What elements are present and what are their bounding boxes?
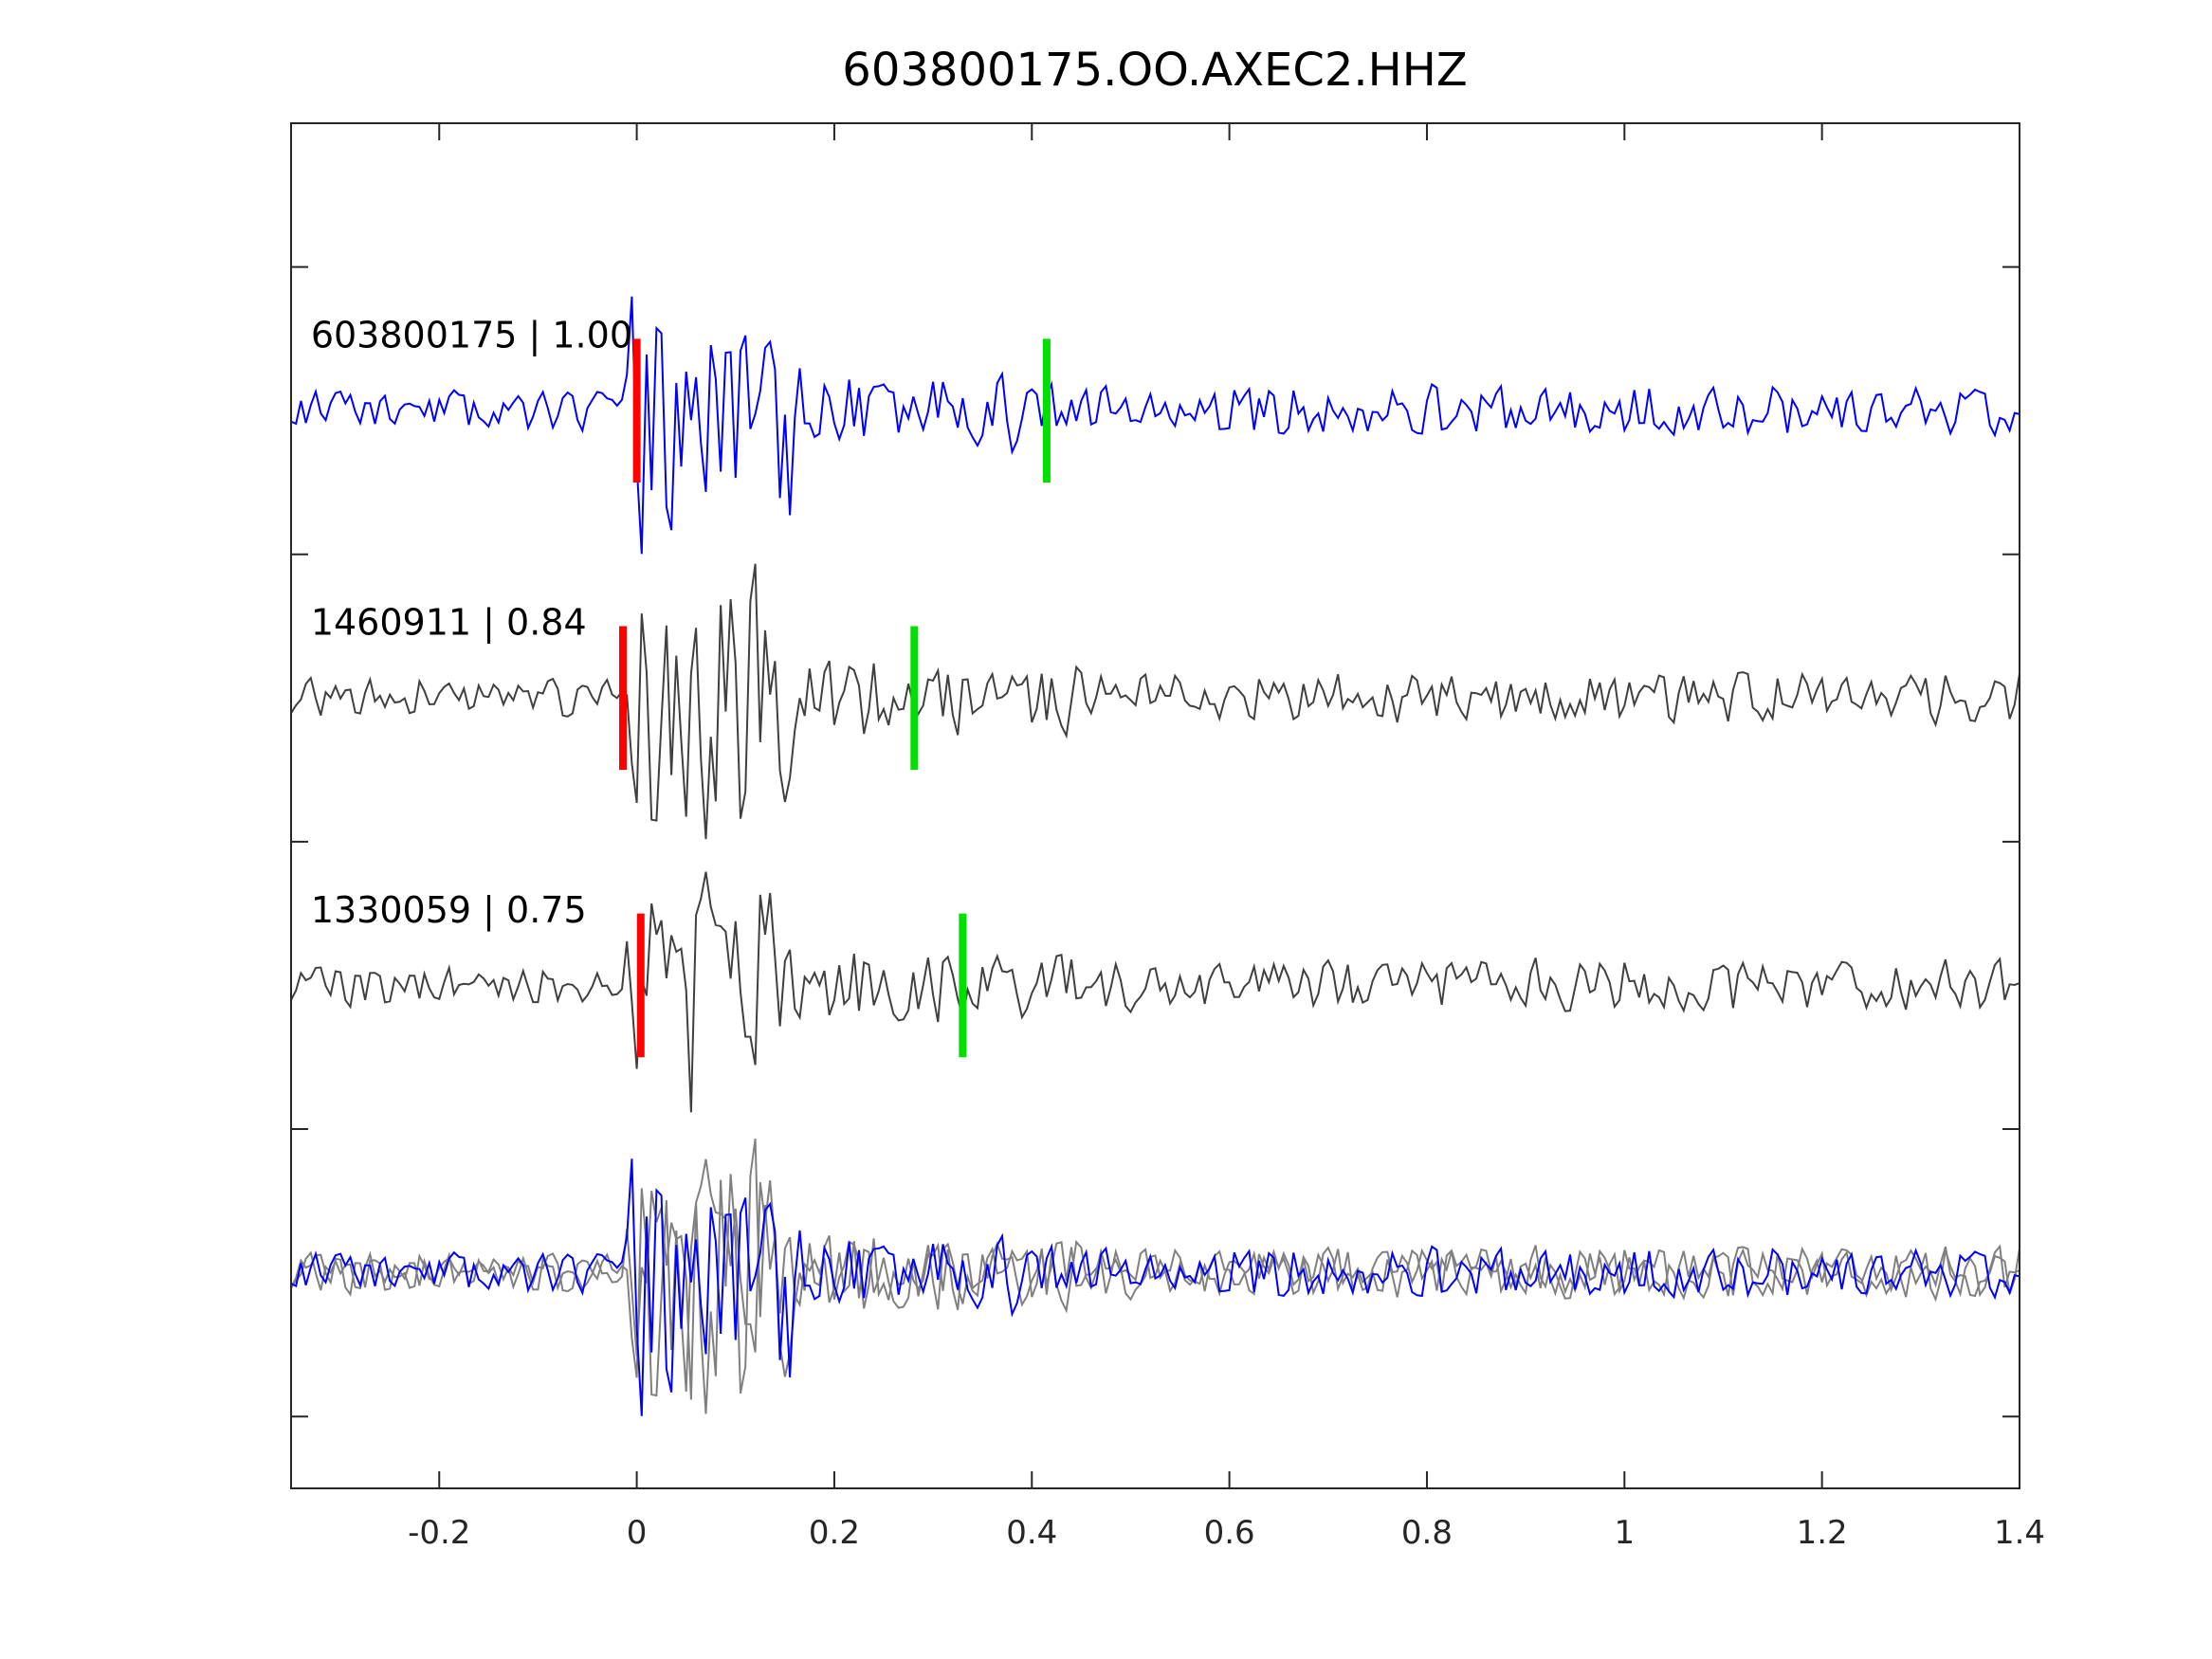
trace-1330059: [290, 871, 2020, 1113]
trace-label: 1460911 | 0.84: [311, 602, 587, 645]
overlay-trace-603800175: [290, 1158, 2020, 1416]
chart-title: 603800175.OO.AXEC2.HHZ: [842, 44, 1467, 97]
traces-layer: [290, 296, 2020, 1416]
picks-layer: [619, 338, 1051, 1058]
x-tick-label: 1: [1614, 1514, 1635, 1552]
trace-label: 1330059 | 0.75: [311, 889, 587, 932]
x-tick-label: -0.2: [408, 1514, 470, 1552]
trace-1460911: [290, 563, 2020, 840]
axis-ticks: -0.2 0 0.2 0.4 0.6 0.8 1 1.2 1.4: [291, 123, 2045, 1552]
overlay-trace-1330059: [290, 1158, 2020, 1400]
trace-labels: 603800175 | 1.00 1460911 | 0.84 1330059 | …: [311, 314, 632, 931]
x-tick-label: 0.2: [809, 1514, 860, 1552]
x-tick-label: 1.2: [1797, 1514, 1848, 1552]
x-tick-label: 0.6: [1204, 1514, 1255, 1552]
x-tick-label: 0: [627, 1514, 648, 1552]
x-tick-label: 1.4: [1994, 1514, 2045, 1552]
x-tick-label: 0.8: [1401, 1514, 1453, 1552]
x-tick-label: 0.4: [1006, 1514, 1057, 1552]
trace-label: 603800175 | 1.00: [311, 314, 632, 356]
plot-frame: [290, 122, 2020, 1489]
trace-603800175: [290, 296, 2020, 555]
